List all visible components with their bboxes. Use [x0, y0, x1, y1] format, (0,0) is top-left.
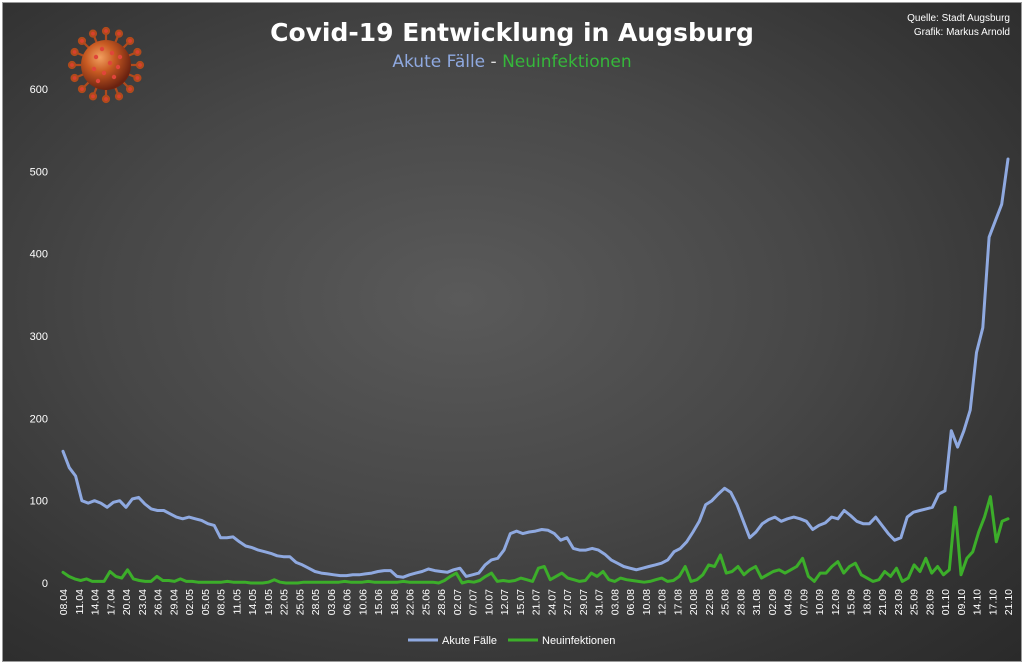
x-tick-label: 14.05 [247, 589, 259, 615]
x-tick-label: 11.05 [231, 589, 243, 615]
x-tick-label: 02.07 [452, 589, 464, 615]
x-tick-label: 10.07 [483, 589, 495, 615]
y-tick-label: 200 [30, 413, 48, 425]
x-tick-label: 28.05 [310, 589, 322, 615]
y-tick-label: 500 [30, 166, 48, 178]
x-tick-label: 29.04 [168, 589, 180, 615]
series-line-neuinfektionen [61, 495, 1010, 585]
x-tick-label: 15.09 [846, 589, 858, 615]
x-tick-label: 15.06 [373, 589, 385, 615]
chart-title: Covid-19 Entwicklung in Augsburg [270, 18, 754, 47]
x-tick-label: 25.05 [294, 589, 306, 615]
y-tick-label: 0 [42, 578, 48, 590]
x-tick-label: 14.04 [90, 589, 102, 615]
x-tick-label: 10.09 [814, 589, 826, 615]
legend-label-neuinfektionen: Neuinfektionen [542, 635, 615, 647]
legend: Akute Fälle Neuinfektionen [408, 635, 615, 647]
y-tick-label: 600 [30, 84, 48, 96]
x-tick-label: 20.08 [688, 589, 700, 615]
x-tick-label: 25.09 [909, 589, 921, 615]
source-note: Quelle: Stadt Augsburg [907, 13, 1010, 24]
x-tick-label: 21.10 [1003, 589, 1015, 615]
x-tick-label: 02.05 [184, 589, 196, 615]
x-tick-label: 22.05 [279, 589, 291, 615]
x-tick-label: 29.07 [578, 589, 590, 615]
subtitle-new-label: Neuinfektionen [502, 52, 632, 72]
x-tick-label: 02.09 [767, 589, 779, 615]
x-tick-label: 21.07 [531, 589, 543, 615]
x-tick-label: 09.10 [956, 589, 968, 615]
x-tick-label: 27.07 [562, 589, 574, 615]
x-tick-label: 18.06 [389, 589, 401, 615]
x-tick-label: 22.06 [405, 589, 417, 615]
x-tick-label: 12.09 [830, 589, 842, 615]
legend-label-akute-faelle: Akute Fälle [442, 635, 497, 647]
x-tick-label: 26.04 [153, 589, 165, 615]
x-tick-label: 21.09 [877, 589, 889, 615]
x-tick-label: 14.10 [972, 589, 984, 615]
x-tick-label: 06.08 [625, 589, 637, 615]
x-tick-label: 31.08 [751, 589, 763, 615]
x-tick-label: 19.05 [263, 589, 275, 615]
x-tick-label: 28.09 [924, 589, 936, 615]
subtitle-separator: - [485, 52, 503, 72]
y-tick-label: 100 [30, 496, 48, 508]
x-tick-label: 18.09 [861, 589, 873, 615]
x-tick-label: 25.08 [720, 589, 732, 615]
x-tick-label: 05.05 [200, 589, 212, 615]
x-tick-label: 03.06 [326, 589, 338, 615]
x-tick-label: 20.04 [121, 589, 133, 615]
x-tick-label: 12.08 [657, 589, 669, 615]
chart-subtitle: Akute Fälle - Neuinfektionen [0, 52, 1024, 72]
x-tick-label: 04.09 [783, 589, 795, 615]
x-tick-label: 12.07 [499, 589, 511, 615]
x-tick-label: 08.04 [58, 589, 70, 615]
series-line-akute-faelle [61, 157, 1010, 579]
subtitle-acute-label: Akute Fälle [392, 52, 486, 72]
x-tick-label: 17.10 [987, 589, 999, 615]
x-tick-label: 11.04 [74, 589, 86, 615]
x-tick-label: 07.07 [468, 589, 480, 615]
author-note: Grafik: Markus Arnold [913, 27, 1010, 38]
x-tick-label: 28.08 [735, 589, 747, 615]
x-tick-label: 06.06 [342, 589, 354, 615]
x-tick-label: 03.08 [609, 589, 621, 615]
x-tick-label: 22.08 [704, 589, 716, 615]
x-tick-label: 31.07 [594, 589, 606, 615]
x-tick-label: 17.04 [105, 589, 117, 615]
x-tick-label: 25.06 [420, 589, 432, 615]
y-tick-label: 400 [30, 249, 48, 261]
x-tick-label: 23.04 [137, 589, 149, 615]
x-tick-label: 10.06 [357, 589, 369, 615]
y-tick-label: 300 [30, 331, 48, 343]
coronavirus-icon [67, 26, 145, 104]
x-tick-label: 17.08 [672, 589, 684, 615]
x-tick-label: 15.07 [515, 589, 527, 615]
x-tick-label: 23.09 [893, 589, 905, 615]
x-tick-label: 07.09 [798, 589, 810, 615]
x-tick-label: 10.08 [641, 589, 653, 615]
x-tick-label: 28.06 [436, 589, 448, 615]
x-tick-label: 01.10 [940, 589, 952, 615]
x-tick-label: 24.07 [546, 589, 558, 615]
x-tick-label: 08.05 [216, 589, 228, 615]
